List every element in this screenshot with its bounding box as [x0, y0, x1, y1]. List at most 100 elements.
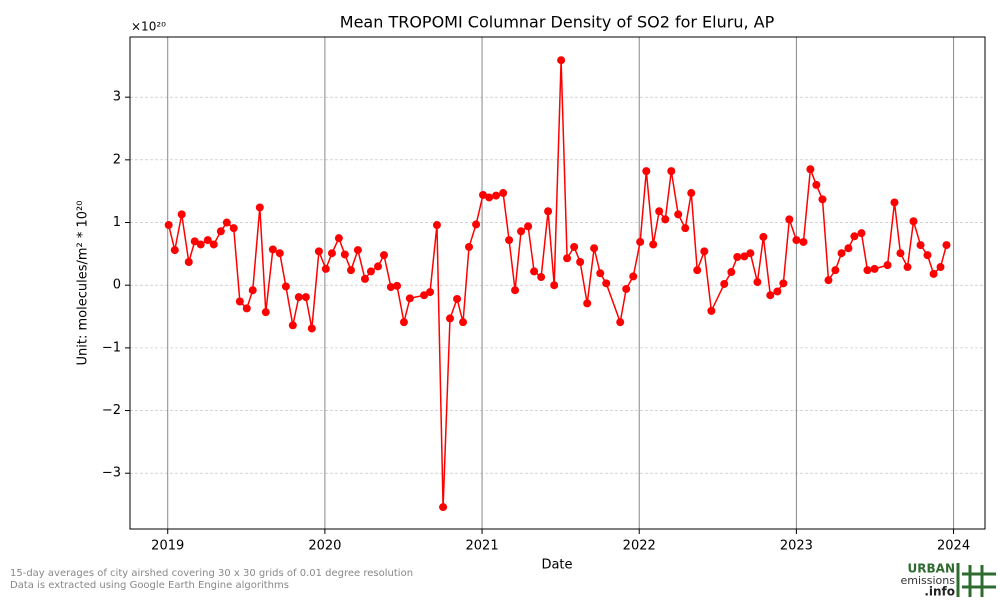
data-point	[806, 165, 815, 174]
data-point	[301, 293, 310, 302]
data-point	[563, 254, 572, 263]
data-point	[740, 252, 749, 261]
x-axis-label: Date	[541, 558, 572, 573]
data-point	[511, 286, 520, 295]
chart-title: Mean TROPOMI Columnar Density of SO2 for…	[340, 13, 775, 32]
data-point	[857, 229, 866, 238]
data-point	[288, 321, 297, 330]
data-point	[649, 240, 658, 249]
data-point	[537, 273, 546, 282]
data-point	[420, 291, 429, 300]
data-point	[576, 258, 585, 267]
data-point	[366, 267, 375, 276]
data-point	[903, 263, 912, 272]
data-point	[499, 189, 508, 198]
data-point	[863, 266, 872, 275]
data-point	[472, 220, 481, 229]
data-point	[799, 237, 808, 246]
y-tick-label: 2	[113, 152, 121, 167]
data-point	[190, 237, 199, 246]
data-point	[222, 218, 231, 227]
data-point	[942, 241, 951, 250]
data-point	[557, 56, 566, 65]
y-tick-label: 3	[113, 90, 121, 105]
plot-frame	[129, 36, 986, 530]
data-point	[268, 245, 277, 254]
logo-text: .info	[924, 585, 955, 599]
data-point	[674, 210, 683, 219]
data-point	[818, 195, 827, 204]
data-point	[870, 264, 879, 273]
data-point	[629, 272, 638, 281]
data-point	[596, 269, 605, 278]
data-point	[360, 274, 369, 283]
y-tick-label: −1	[102, 340, 121, 355]
data-point	[746, 249, 755, 258]
data-point	[667, 167, 676, 176]
data-point	[255, 203, 264, 212]
data-point	[334, 234, 343, 243]
data-point	[923, 251, 932, 260]
data-point	[929, 269, 938, 278]
data-point	[399, 318, 408, 327]
y-tick-label: 0	[113, 278, 121, 293]
data-point	[773, 287, 782, 296]
data-point	[261, 308, 270, 317]
data-point	[642, 167, 651, 176]
data-point	[505, 236, 514, 245]
footnote: Data is extracted using Google Earth Eng…	[10, 580, 289, 591]
data-point	[530, 267, 539, 276]
data-point	[850, 232, 859, 241]
data-point	[687, 189, 696, 198]
data-point	[386, 283, 395, 292]
data-point	[544, 207, 553, 216]
data-point	[235, 297, 244, 306]
data-point	[890, 198, 899, 207]
data-point	[445, 314, 454, 323]
data-point	[242, 304, 251, 313]
data-point	[570, 242, 579, 251]
data-point	[896, 249, 905, 258]
data-point	[327, 249, 336, 258]
data-point	[196, 240, 205, 249]
data-point	[465, 242, 474, 251]
y-axis-label: Unit: molecules/m² * 10²⁰	[76, 201, 91, 366]
data-point	[374, 262, 383, 271]
data-point	[700, 247, 709, 256]
data-point	[727, 268, 736, 277]
data-point	[184, 258, 193, 267]
y-tick-label: −2	[102, 403, 121, 418]
y-tick-label: 1	[113, 215, 121, 230]
data-point	[733, 252, 742, 261]
data-point	[936, 263, 945, 272]
data-point	[248, 286, 257, 295]
y-tick-label: −3	[102, 466, 121, 481]
data-point	[550, 281, 559, 290]
data-point	[492, 191, 501, 200]
data-point	[707, 306, 716, 315]
data-point	[485, 193, 494, 202]
data-point	[479, 190, 488, 199]
data-point	[281, 282, 290, 291]
y-multiplier: ×10²⁰	[131, 20, 166, 34]
data-point	[307, 324, 316, 333]
data-point	[379, 251, 388, 260]
data-point	[353, 246, 362, 255]
logo-icon	[956, 563, 996, 597]
x-tick-label: 2019	[151, 539, 184, 554]
x-tick-label: 2022	[623, 539, 656, 554]
x-tick-label: 2024	[937, 539, 970, 554]
data-point	[453, 294, 462, 303]
data-point	[681, 224, 690, 233]
data-point	[583, 299, 592, 308]
data-point	[432, 221, 441, 230]
data-point	[779, 279, 788, 288]
data-point	[524, 222, 533, 231]
data-point	[459, 318, 468, 327]
data-point	[426, 288, 435, 297]
data-point	[393, 281, 402, 290]
data-point	[314, 247, 323, 256]
data-point	[636, 237, 645, 246]
data-point	[753, 278, 762, 287]
